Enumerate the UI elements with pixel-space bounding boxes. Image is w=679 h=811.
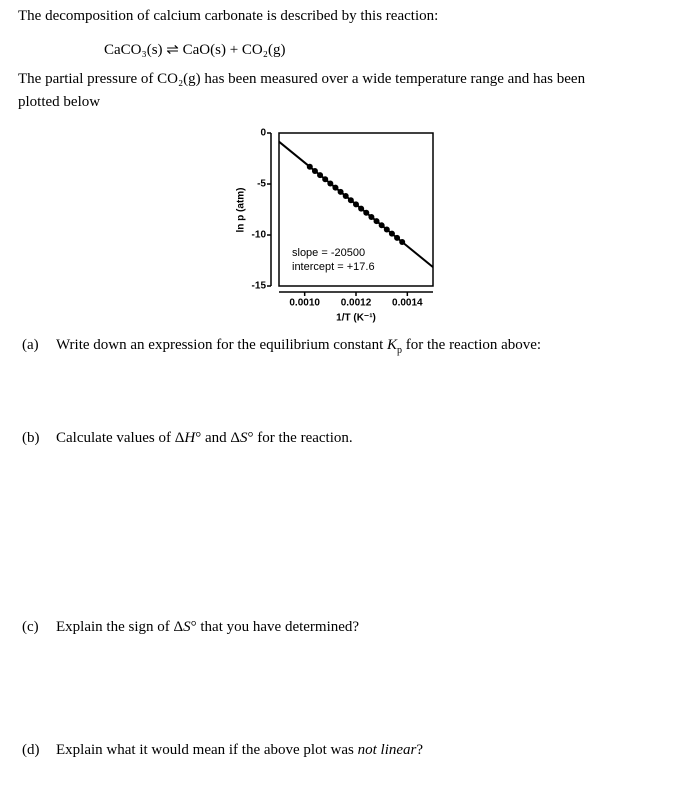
annotation: intercept = +17.6 xyxy=(292,261,375,273)
chart: ln p (atm) 1/T (K⁻¹) slope = -20500 inte… xyxy=(236,128,434,324)
text: Explain the sign of Δ xyxy=(56,619,184,635)
annotation: slope = -20500 xyxy=(292,247,365,259)
question-label: (d) xyxy=(22,742,40,758)
data-point xyxy=(358,205,365,212)
text: ? xyxy=(416,742,424,758)
data-point xyxy=(383,226,390,233)
reaction: CaCO₃(s) ⇌ CaO(s) + CO₂(g) xyxy=(104,42,286,58)
data-point xyxy=(378,222,385,229)
question-label: (c) xyxy=(22,619,39,635)
question-label: (a) xyxy=(22,337,39,353)
description: plotted below xyxy=(18,94,101,110)
data-point xyxy=(306,163,313,170)
question: Explain what it would mean if the above … xyxy=(56,742,423,759)
description: The partial pressure of CO₂(g) has been … xyxy=(18,71,586,87)
data-point xyxy=(332,184,339,191)
text: H xyxy=(184,430,196,446)
x-tick-label: 0.0010 xyxy=(289,298,320,309)
data-point xyxy=(388,230,395,237)
data-point xyxy=(363,209,370,216)
x-tick-label: 0.0014 xyxy=(392,298,423,309)
question: Write down an expression for the equilib… xyxy=(56,337,541,356)
data-point xyxy=(394,234,401,241)
data-point xyxy=(347,197,354,204)
data-point xyxy=(322,176,329,183)
y-tick-label: -5 xyxy=(257,179,266,190)
plot-frame xyxy=(278,132,434,287)
data-point xyxy=(353,201,359,208)
text: for the reaction above: xyxy=(402,337,542,353)
data-point xyxy=(327,180,334,187)
y-axis-label: ln p (atm) xyxy=(236,188,247,233)
text: S xyxy=(240,430,248,446)
text: Calculate values of Δ xyxy=(56,430,185,446)
data-point xyxy=(368,213,375,220)
text: ° for the reaction. xyxy=(247,430,353,446)
text: ° that you have determined? xyxy=(190,619,360,635)
x-tick-label: 0.0012 xyxy=(341,298,372,309)
text: p xyxy=(397,345,402,356)
data-point xyxy=(337,188,344,195)
data-point xyxy=(317,172,324,179)
text: K xyxy=(386,337,397,353)
text: not linear xyxy=(357,742,417,758)
y-tick-label: 0 xyxy=(260,128,266,139)
x-axis-label: 1/T (K⁻¹) xyxy=(336,313,376,324)
data-point xyxy=(311,167,318,174)
text: Explain what it would mean if the above … xyxy=(56,742,358,758)
y-tick-label: -15 xyxy=(252,281,267,292)
question-label: (b) xyxy=(22,430,40,446)
text: Write down an expression for the equilib… xyxy=(56,337,387,353)
question: Explain the sign of ΔS° that you have de… xyxy=(56,619,359,636)
y-tick-label: -10 xyxy=(252,230,267,241)
data-point xyxy=(373,218,380,225)
text: S xyxy=(183,619,191,635)
data-point xyxy=(399,239,406,246)
intro: The decomposition of calcium carbonate i… xyxy=(18,8,439,24)
question: Calculate values of ΔH° and ΔS° for the … xyxy=(56,430,353,447)
data-point xyxy=(342,193,349,200)
text: ° and Δ xyxy=(195,430,241,446)
